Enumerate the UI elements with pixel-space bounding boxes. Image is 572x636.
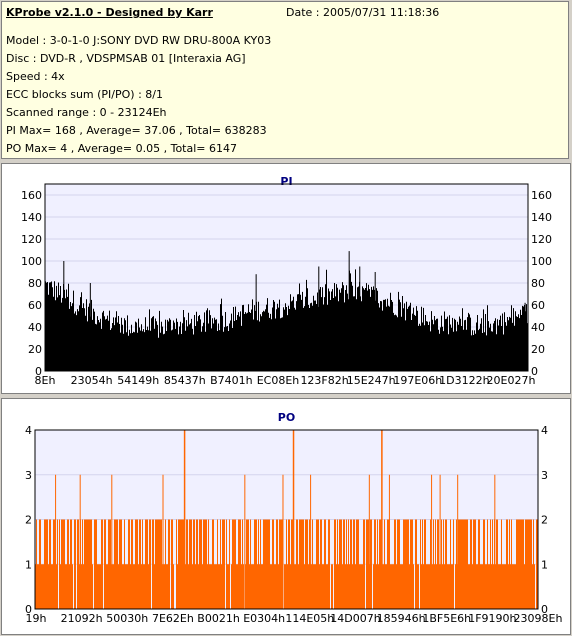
po-xtick: 19h (26, 612, 47, 625)
po-ytick-left: 0 (25, 603, 32, 616)
po-ytick-left: 2 (25, 514, 32, 527)
po-xtick: 14D007h (330, 612, 380, 625)
po-chart: PO 0 0 1 1 2 2 3 3 4 4 19h 21092h 50030h 7E62Eh B0021h E… (25, 411, 563, 625)
pi-ytick-left: 140 (21, 211, 42, 224)
po-ytick-left: 1 (25, 558, 32, 571)
pi-chart-panel: PI 0 0 20 20 40 40 60 60 80 80 100 100 120 120 140 140 16… (1, 163, 571, 394)
pi-xtick: 85437h (164, 374, 206, 387)
info-ecc: ECC blocks sum (PI/PO) : 8/1 (6, 88, 163, 101)
po-xtick: 1BF5E6h (422, 612, 471, 625)
po-xtick: 23098Eh (514, 612, 563, 625)
pi-xtick: 20E027h (487, 374, 536, 387)
app-title: KProbe v2.1.0 - Designed by Karr (6, 6, 213, 19)
info-disc: Disc : DVD-R , VDSPMSAB 01 [Interaxia AG… (6, 52, 246, 65)
po-ytick-left: 3 (25, 469, 32, 482)
pi-xtick: 8Eh (35, 374, 56, 387)
pi-xtick: 54149h (117, 374, 159, 387)
pi-xtick: B7401h (210, 374, 253, 387)
po-xtick: 185946h (377, 612, 426, 625)
info-range: Scanned range : 0 - 23124Eh (6, 106, 167, 119)
po-ytick-right: 3 (541, 469, 548, 482)
po-ytick-right: 0 (541, 603, 548, 616)
pi-ytick-right: 60 (531, 299, 545, 312)
info-speed: Speed : 4x (6, 70, 65, 83)
info-pi-stats: PI Max= 168 , Average= 37.06 , Total= 63… (6, 124, 267, 137)
pi-ytick-left: 80 (28, 277, 42, 290)
pi-ytick-right: 140 (531, 211, 552, 224)
pi-xtick: EC08Eh (257, 374, 300, 387)
po-ytick-right: 1 (541, 558, 548, 571)
pi-ytick-left: 20 (28, 343, 42, 356)
info-model: Model : 3-0-1-0 J:SONY DVD RW DRU-800A K… (6, 34, 272, 47)
pi-ytick-left: 160 (21, 189, 42, 202)
po-chart-title: PO (278, 411, 295, 424)
po-xtick: 7E62Eh (152, 612, 194, 625)
pi-ytick-left: 60 (28, 299, 42, 312)
pi-ytick-right: 20 (531, 343, 545, 356)
pi-chart: PI 0 0 20 20 40 40 60 60 80 80 100 100 120 120 140 140 16… (21, 175, 552, 387)
pi-ytick-right: 100 (531, 255, 552, 268)
po-xtick: B0021h (197, 612, 240, 625)
pi-ytick-right: 80 (531, 277, 545, 290)
pi-ytick-left: 0 (35, 365, 42, 378)
po-xtick: E0304h (243, 612, 285, 625)
po-chart-panel: PO 0 0 1 1 2 2 3 3 4 4 19h 21092h 50030h 7E62Eh B0021h E… (1, 398, 571, 635)
pi-ytick-right: 160 (531, 189, 552, 202)
po-xtick: 21092h (61, 612, 103, 625)
pi-ytick-left: 40 (28, 321, 42, 334)
po-bars-level2 (36, 519, 538, 609)
po-ytick-right: 2 (541, 514, 548, 527)
scan-date: Date : 2005/07/31 11:18:36 (286, 6, 440, 19)
pi-xtick: 1D3122h (439, 374, 489, 387)
pi-xtick: 123F82h (300, 374, 348, 387)
po-plot-border (34, 429, 539, 610)
po-xtick: 50030h (106, 612, 148, 625)
po-ytick-left: 4 (25, 424, 32, 437)
pi-ytick-right: 0 (531, 365, 538, 378)
pi-ytick-left: 120 (21, 233, 42, 246)
pi-plot-border (44, 183, 529, 372)
po-xtick: 114E05h (285, 612, 334, 625)
pi-ytick-right: 40 (531, 321, 545, 334)
info-panel: KProbe v2.1.0 - Designed by Karr Date : … (1, 1, 569, 159)
pi-chart-title: PI (280, 175, 292, 188)
pi-ytick-right: 120 (531, 233, 552, 246)
pi-xtick: 23054h (71, 374, 113, 387)
po-xtick: 1F9190h (468, 612, 516, 625)
pi-xtick: 197E06h (393, 374, 442, 387)
pi-xtick: 15E247h (347, 374, 396, 387)
pi-ytick-left: 100 (21, 255, 42, 268)
po-ytick-right: 4 (541, 424, 548, 437)
info-po-stats: PO Max= 4 , Average= 0.05 , Total= 6147 (6, 142, 237, 155)
